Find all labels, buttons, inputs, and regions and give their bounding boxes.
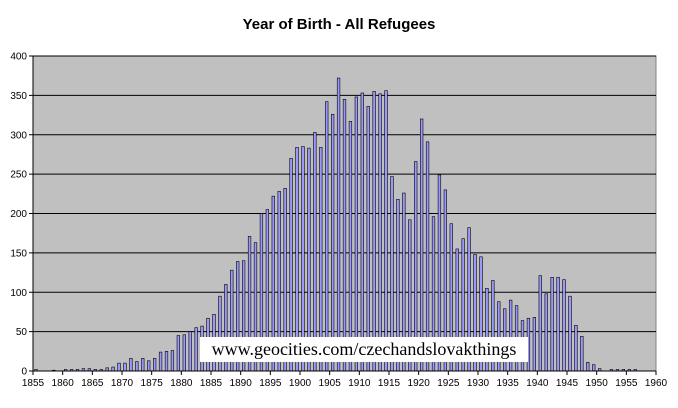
bar [550, 276, 554, 372]
bar [153, 358, 157, 372]
x-tick-label: 1875 [141, 378, 164, 389]
y-tick-label: 50 [16, 327, 28, 338]
bar [176, 335, 180, 372]
y-tick-label: 300 [10, 130, 27, 141]
bar [574, 325, 578, 372]
x-tick-label: 1855 [22, 378, 45, 389]
bar [366, 106, 370, 372]
bar [117, 362, 121, 372]
y-tick-label: 150 [10, 248, 27, 259]
bar [544, 293, 548, 372]
y-tick-label: 0 [21, 367, 27, 378]
bar [360, 92, 364, 372]
x-tick-label: 1860 [52, 378, 75, 389]
bar [562, 279, 566, 372]
bar [170, 350, 175, 372]
x-tick-label: 1910 [348, 378, 371, 389]
x-tick-label: 1895 [259, 378, 282, 389]
bar [182, 334, 186, 372]
x-tick-label: 1925 [437, 378, 460, 389]
bar [342, 99, 347, 372]
y-tick-label: 350 [10, 91, 27, 102]
bar [135, 361, 139, 372]
bar [354, 96, 358, 372]
bar [147, 360, 151, 372]
bar [336, 77, 341, 372]
bar [111, 366, 115, 372]
x-tick-label: 1930 [467, 378, 490, 389]
plot-area: 0 50 100 150 200 250 300 350 400 1855 1860 1865 1870… [10, 52, 667, 390]
x-tick-label: 1935 [497, 378, 520, 389]
bar [580, 336, 584, 372]
x-tick-label: 1950 [586, 378, 609, 389]
x-tick-label: 1940 [526, 378, 549, 389]
y-tick-label: 100 [10, 288, 27, 299]
bar [188, 331, 192, 372]
bar [123, 362, 127, 372]
bar [384, 90, 388, 372]
x-tick-label: 1870 [111, 378, 134, 389]
x-tick-label: 1865 [81, 378, 104, 389]
bar [586, 362, 590, 372]
bar [592, 364, 596, 372]
bar [419, 118, 424, 372]
y-tick-label: 250 [10, 170, 27, 181]
bar [164, 351, 169, 372]
x-tick-label: 1890 [230, 378, 253, 389]
chart-title: Year of Birth - All Refugees [242, 16, 436, 33]
bar [378, 93, 382, 372]
x-tick-label: 1915 [378, 378, 401, 389]
bar [348, 121, 353, 372]
y-tick-label: 200 [10, 209, 27, 220]
x-tick-label: 1920 [408, 378, 431, 389]
bar [325, 101, 329, 372]
bar [158, 351, 163, 372]
x-tick-label: 1900 [289, 378, 312, 389]
x-tick-label: 1955 [615, 378, 638, 389]
bar [129, 358, 133, 372]
bar [532, 317, 537, 372]
x-tick-label: 1885 [200, 378, 223, 389]
bar [556, 276, 560, 372]
x-tick-label: 1945 [556, 378, 579, 389]
bar [141, 358, 145, 372]
bar [313, 132, 317, 372]
bar [568, 295, 572, 372]
bar [194, 327, 198, 372]
x-tick-label: 1960 [645, 378, 668, 389]
bar [330, 113, 335, 372]
x-tick-label: 1880 [170, 378, 193, 389]
bar [538, 275, 542, 372]
bar [372, 91, 376, 372]
y-tick-label: 400 [10, 52, 27, 63]
x-tick-label: 1905 [319, 378, 342, 389]
watermark-url: www.geocities.com/czechandslovakthings [200, 337, 528, 362]
